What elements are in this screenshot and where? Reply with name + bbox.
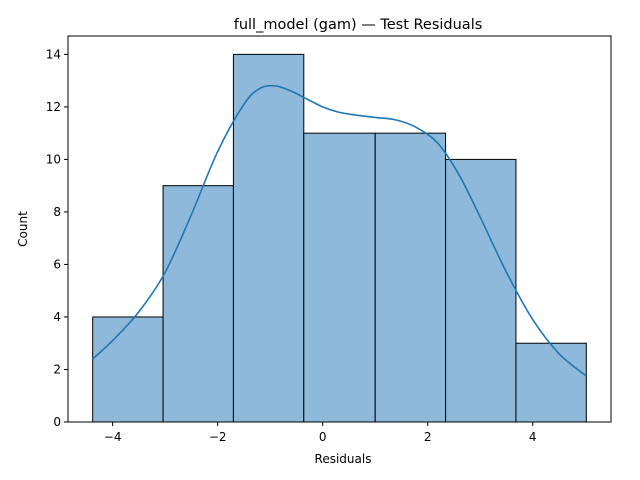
y-tick-label: 8 (53, 205, 61, 219)
histogram-bar (303, 132, 376, 423)
y-axis-ticks: 0 2 4 6 8 10 12 14 (46, 47, 68, 429)
y-tick-label: 14 (46, 47, 61, 61)
x-tick-label: −4 (104, 430, 122, 444)
chart-title: full_model (gam) — Test Residuals (234, 17, 483, 33)
y-tick-label: 12 (46, 100, 61, 114)
histogram-bar (232, 53, 305, 423)
x-tick-label: 0 (319, 430, 327, 444)
y-tick-label: 2 (53, 362, 61, 376)
kde-curve (92, 84, 587, 377)
y-axis-label: Count (16, 211, 30, 247)
plot-frame (67, 35, 612, 423)
y-tick-label: 4 (53, 310, 61, 324)
x-axis-ticks: −4 −2 0 2 4 (104, 422, 537, 444)
bars-group (92, 53, 587, 423)
y-tick-label: 0 (53, 415, 61, 429)
x-tick-label: 4 (529, 430, 537, 444)
x-tick-label: 2 (424, 430, 432, 444)
histogram-bar (374, 132, 447, 423)
histogram-bar (162, 185, 234, 423)
axes-frame (67, 35, 612, 423)
histogram-bar (92, 316, 164, 423)
histogram-bar (445, 158, 517, 423)
x-tick-label: −2 (209, 430, 227, 444)
y-tick-label: 10 (46, 152, 61, 166)
histogram-bar (515, 342, 587, 423)
x-axis-label: Residuals (315, 452, 372, 466)
y-tick-label: 6 (53, 257, 61, 271)
